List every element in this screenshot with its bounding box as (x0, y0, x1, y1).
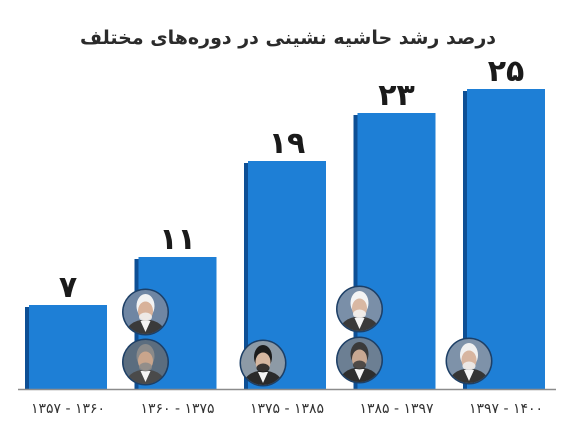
x-tick-label-1: ۱۳۶۰ - ۱۳۷۵ (140, 401, 214, 417)
portrait-avatar-icon-2 (239, 339, 287, 387)
x-tick-label-2: ۱۳۷۵ - ۱۳۸۵ (250, 401, 324, 417)
bar-value-label-0: ۷ (59, 270, 77, 305)
portrait-avatar-icon-0 (122, 288, 169, 336)
portraits-group (122, 285, 493, 387)
bar-0 (29, 305, 107, 389)
x-tick-label-4: ۱۳۹۷ - ۱۴۰۰ (469, 401, 543, 417)
bar-value-label-1: ۱۱ (159, 222, 196, 257)
portrait-avatar-icon-4 (336, 336, 383, 384)
bar-value-label-2: ۱۹ (269, 126, 306, 161)
bar-4 (467, 89, 545, 389)
bar-value-label-4: ۲۵ (488, 54, 525, 89)
portrait-avatar-icon-5 (445, 337, 493, 385)
x-tick-labels: ۱۳۵۷ - ۱۳۶۰ ۱۳۶۰ - ۱۳۷۵ ۱۳۷۵ - ۱۳۸۵ ۱۳۸۵ - … (31, 401, 543, 417)
portrait-avatar-icon-3 (336, 285, 383, 333)
x-tick-label-3: ۱۳۸۵ - ۱۳۹۷ (359, 401, 434, 417)
x-tick-label-0: ۱۳۵۷ - ۱۳۶۰ (31, 401, 105, 417)
bar-value-label-3: ۲۳ (378, 78, 415, 113)
chart-title: درصد رشد حاشیه نشینی در دوره‌های مختلف (80, 27, 496, 49)
portrait-avatar-icon-1 (122, 338, 169, 386)
